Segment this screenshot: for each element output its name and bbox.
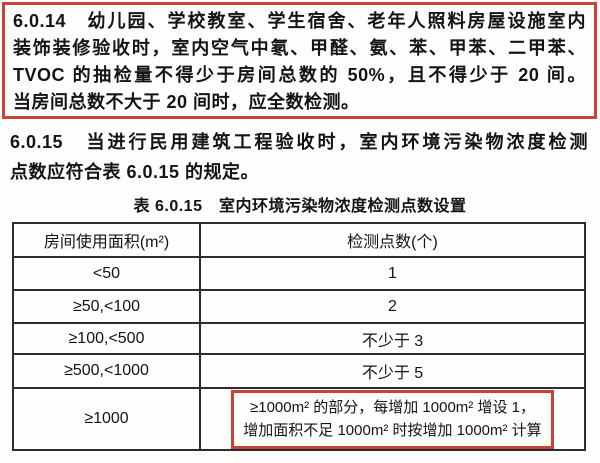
clause-6015-line: 点数应符合表 6.0.15 的规定。 [10, 162, 260, 182]
clause-6014-line: 6.0.14 幼儿园、学校教室、学生宿舍、老年人照料房屋设施室内 [13, 11, 586, 31]
table-row: ≥1000 ≥1000m² 的部分，每增加 1000m² 增设 1， 增加面积不… [12, 387, 586, 451]
points-cell: 1 [199, 256, 586, 291]
header-area-column: 房间使用面积(m²) [12, 222, 201, 258]
area-cell: <50 [12, 256, 201, 291]
note-line: ≥1000m² 的部分，每增加 1000m² 增设 1， [250, 398, 535, 416]
area-cell: ≥50,<100 [12, 289, 201, 324]
area-cell: ≥1000 [12, 387, 201, 451]
points-cell: 不少于 5 [199, 353, 586, 389]
points-cell: 不少于 3 [199, 322, 586, 355]
points-cell: ≥1000m² 的部分，每增加 1000m² 增设 1， 增加面积不足 1000… [199, 387, 586, 451]
header-points-column: 检测点数(个) [199, 222, 586, 258]
table-row: ≥50,<100 2 [12, 289, 586, 324]
clause-6014-line: 装饰装修验收时，室内空气中氡、甲醛、氨、苯、甲苯、二甲苯、 [13, 38, 586, 58]
area-cell: ≥100,<500 [12, 322, 201, 355]
clause-6014-line: TVOC 的抽检量不得少于房间总数的 50%，且不得少于 20 间。 [13, 65, 586, 85]
clause-6014-line: 当房间总数不大于 20 间时，应全数检测。 [13, 92, 360, 112]
clause-6015: 6.0.15 当进行民用建筑工程验收时，室内环境污染物浓度检测 点数应符合表 6… [10, 127, 588, 187]
clause-6015-line: 6.0.15 当进行民用建筑工程验收时，室内环境污染物浓度检测 [10, 132, 588, 152]
table-caption: 表 6.0.15 室内环境污染物浓度检测点数设置 [133, 198, 467, 215]
table-row: ≥100,<500 不少于 3 [12, 322, 586, 355]
table-row: <50 1 [12, 256, 586, 291]
points-cell: 2 [199, 289, 586, 324]
area-cell: ≥500,<1000 [12, 353, 201, 389]
highlight-box-clause-6014: 6.0.14 幼儿园、学校教室、学生宿舍、老年人照料房屋设施室内 装饰装修验收时… [2, 2, 597, 119]
note-line: 增加面积不足 1000m² 时按增加 1000m² 计算 [243, 421, 542, 439]
highlight-box-1000m2-note: ≥1000m² 的部分，每增加 1000m² 增设 1， 增加面积不足 1000… [231, 389, 554, 449]
table-header-row: 房间使用面积(m²) 检测点数(个) [12, 222, 586, 258]
detection-points-table: 房间使用面积(m²) 检测点数(个) <50 1 ≥50,<100 2 ≥100… [12, 222, 586, 451]
table-row: ≥500,<1000 不少于 5 [12, 353, 586, 389]
